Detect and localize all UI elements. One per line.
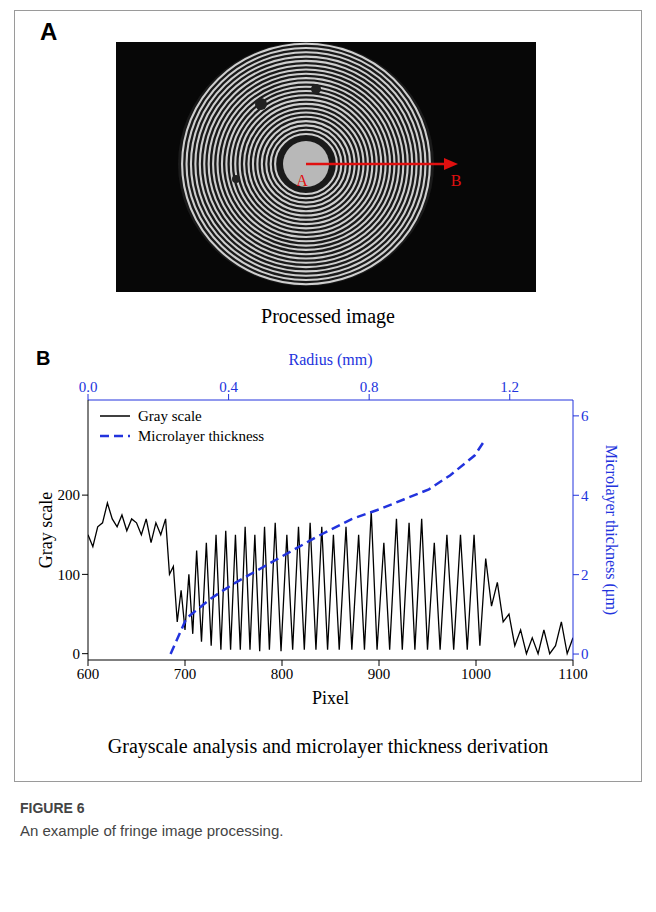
html-text:Gray scale: Gray scale	[138, 407, 202, 424]
svg-text:0.0: 0.0	[79, 379, 98, 395]
html-text:Processed image: Processed image	[261, 305, 395, 327]
html-text:Microlayer thickness: Microlayer thickness	[138, 427, 265, 444]
html-text:Grayscale analysis and microla: Grayscale analysis and microlayer thickn…	[107, 735, 549, 757]
svg-text:200: 200	[58, 487, 81, 503]
html-text:A: A	[40, 18, 58, 45]
html-text:Gray scale: Gray scale	[36, 491, 56, 569]
svg-text:800: 800	[271, 666, 294, 682]
svg-text:700: 700	[174, 666, 197, 682]
html-text:An example of fringe image pro: An example of fringe image processing.	[20, 822, 284, 839]
svg-text:A: A	[296, 172, 308, 189]
svg-text:100: 100	[58, 567, 81, 583]
svg-text:0.8: 0.8	[360, 379, 379, 395]
svg-text:0.4: 0.4	[219, 379, 238, 395]
svg-text:2: 2	[581, 567, 589, 583]
svg-text:1100: 1100	[558, 666, 587, 682]
html-text:Radius (mm): Radius (mm)	[288, 351, 373, 368]
svg-text:1.2: 1.2	[500, 379, 519, 395]
svg-text:600: 600	[77, 666, 100, 682]
svg-text:900: 900	[368, 666, 391, 682]
svg-text:B: B	[451, 172, 462, 189]
html-text:B: B	[36, 347, 51, 369]
svg-text:6: 6	[581, 408, 589, 424]
svg-text:4: 4	[581, 488, 589, 504]
svg-text:0: 0	[73, 646, 81, 662]
html-text:Microlayer thickness (μm): Microlayer thickness (μm)	[603, 444, 620, 616]
html-text:FIGURE 6: FIGURE 6	[20, 800, 85, 816]
svg-text:1000: 1000	[461, 666, 491, 682]
html-text:Pixel: Pixel	[312, 688, 349, 708]
svg-text:0: 0	[581, 646, 589, 662]
